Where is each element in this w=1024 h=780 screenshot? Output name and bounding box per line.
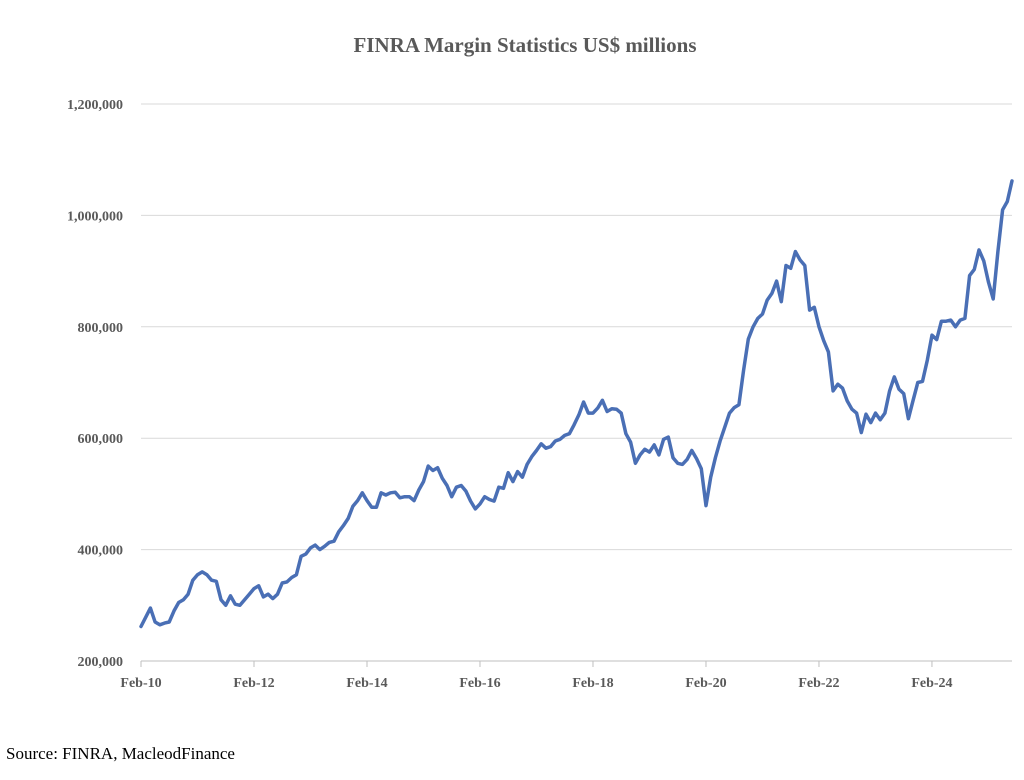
x-tick-label: Feb-24 — [911, 676, 952, 691]
y-tick-label: 600,000 — [78, 432, 124, 447]
x-tick-label: Feb-18 — [572, 676, 613, 691]
x-tick-label: Feb-10 — [120, 676, 161, 691]
y-axis-labels: 200,000 400,000 600,000 800,000 1,000,000 1,2… — [67, 98, 123, 670]
x-axis-labels: Feb-10 Feb-12 Feb-14 Feb-16 Feb-18 Feb-20 Feb-… — [120, 676, 952, 691]
y-tick-label: 1,200,000 — [67, 98, 123, 113]
source-note: Source: FINRA, MacleodFinance — [6, 744, 235, 763]
y-tick-label: 1,000,000 — [67, 209, 123, 224]
chart-title: FINRA Margin Statistics US$ millions — [353, 33, 696, 57]
x-axis — [140, 660, 1012, 667]
x-tick-label: Feb-22 — [798, 676, 839, 691]
series-line — [139, 179, 1014, 629]
y-tick-label: 800,000 — [78, 321, 124, 336]
y-tick-label: 200,000 — [78, 655, 124, 670]
y-tick-label: 400,000 — [78, 544, 124, 559]
x-tick-label: Feb-16 — [459, 676, 500, 691]
series-group — [139, 179, 1014, 629]
x-tick-label: Feb-14 — [346, 676, 387, 691]
gridlines — [141, 103, 1012, 551]
x-tick-label: Feb-12 — [233, 676, 274, 691]
x-tick-label: Feb-20 — [685, 676, 726, 691]
